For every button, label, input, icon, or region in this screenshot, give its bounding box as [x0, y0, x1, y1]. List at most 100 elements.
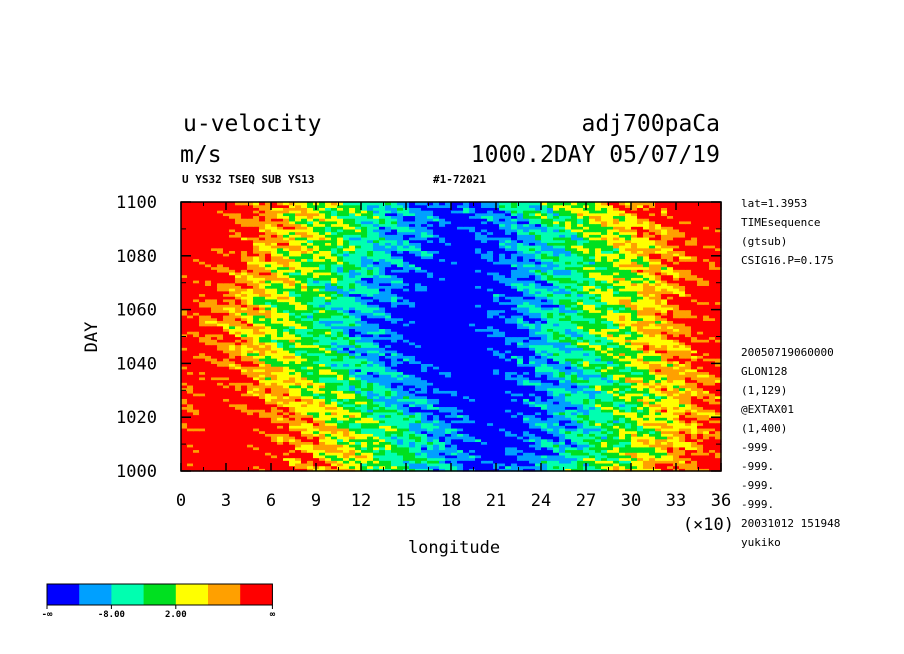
heatmap-cell: [313, 427, 320, 432]
heatmap-cell: [319, 398, 326, 402]
heatmap-cell: [313, 457, 320, 461]
heatmap-cell: [469, 457, 476, 461]
heatmap-cell: [181, 392, 188, 397]
heatmap-cell: [667, 419, 674, 424]
heatmap-cell: [505, 441, 512, 445]
heatmap-cell: [451, 419, 458, 424]
heatmap-cell: [649, 387, 656, 391]
heatmap-cell: [559, 414, 566, 418]
heatmap-cell: [307, 452, 314, 456]
heatmap-cell: [187, 417, 194, 421]
heatmap-cell: [193, 419, 200, 424]
heatmap-cell: [349, 425, 356, 429]
heatmap-cell: [379, 411, 386, 416]
heatmap-cell: [421, 419, 428, 424]
heatmap-cell: [409, 436, 416, 440]
heatmap-cell: [589, 390, 596, 394]
heatmap-cell: [715, 406, 722, 410]
timestamp-title: 1000.2DAY 05/07/19: [471, 142, 720, 168]
heatmap-cell: [427, 462, 434, 467]
heatmap-cell: [301, 414, 308, 418]
heatmap-cell: [433, 462, 440, 467]
heatmap-cell: [391, 436, 398, 440]
heatmap-cell: [691, 427, 698, 432]
heatmap-cell: [319, 392, 326, 397]
heatmap-cell: [397, 460, 404, 464]
heatmap-cell: [535, 452, 542, 456]
heatmap-cell: [259, 395, 266, 399]
heatmap-cell: [451, 422, 458, 426]
heatmap-cell: [313, 374, 320, 378]
heatmap-cell: [517, 425, 524, 429]
heatmap-cell: [295, 384, 302, 389]
heatmap-cell: [709, 395, 716, 399]
heatmap-cell: [199, 441, 206, 445]
heatmap-cell: [541, 401, 548, 405]
heatmap-cell: [313, 419, 320, 424]
heatmap-cell: [301, 465, 308, 469]
heatmap-cell: [451, 460, 458, 464]
heatmap-cell: [331, 414, 338, 418]
heatmap-cell: [457, 419, 464, 424]
heatmap-cell: [589, 446, 596, 451]
heatmap-cell: [379, 430, 386, 434]
heatmap-cell: [349, 444, 356, 448]
heatmap-cell: [601, 419, 608, 424]
heatmap-cell: [295, 460, 302, 464]
heatmap-cell: [505, 401, 512, 405]
heatmap-cell: [337, 384, 344, 389]
heatmap-cell: [199, 384, 206, 389]
heatmap-cell: [613, 376, 620, 381]
heatmap-cell: [661, 384, 668, 389]
heatmap-cell: [553, 430, 560, 434]
heatmap-cell: [595, 401, 602, 405]
heatmap-cell: [403, 395, 410, 399]
heatmap-cell: [253, 411, 260, 416]
heatmap-cell: [325, 379, 332, 383]
heatmap-cell: [553, 433, 560, 437]
heatmap-cell: [433, 444, 440, 448]
heatmap-cell: [193, 454, 200, 459]
heatmap-cell: [559, 422, 566, 426]
heatmap-cell: [193, 444, 200, 448]
heatmap-cell: [361, 411, 368, 416]
heatmap-cell: [253, 460, 260, 464]
heatmap-cell: [313, 438, 320, 443]
heatmap-cell: [325, 406, 332, 410]
heatmap-cell: [193, 433, 200, 437]
heatmap-cell: [565, 427, 572, 432]
heatmap-cell: [619, 460, 626, 464]
heatmap-cell: [451, 446, 458, 451]
heatmap-cell: [529, 417, 536, 421]
heatmap-cell: [559, 462, 566, 467]
heatmap-cell: [217, 436, 224, 440]
heatmap-cell: [337, 395, 344, 399]
heatmap-cell: [481, 462, 488, 467]
heatmap-cell: [235, 430, 242, 434]
heatmap-cell: [349, 438, 356, 443]
heatmap-cell: [337, 387, 344, 391]
heatmap-cell: [667, 417, 674, 421]
heatmap-cell: [253, 409, 260, 413]
heatmap-cell: [607, 398, 614, 402]
heatmap-cell: [283, 468, 290, 472]
heatmap-cell: [541, 382, 548, 386]
heatmap-cell: [643, 438, 650, 443]
heatmap-cell: [577, 454, 584, 459]
heatmap-cell: [367, 433, 374, 437]
heatmap-cell: [433, 376, 440, 381]
heatmap-cell: [337, 411, 344, 416]
heatmap-cell: [211, 468, 218, 472]
heatmap-cell: [661, 382, 668, 386]
heatmap-cell: [265, 460, 272, 464]
heatmap-cell: [475, 465, 482, 469]
heatmap-cell: [571, 452, 578, 456]
heatmap-cell: [625, 457, 632, 461]
heatmap-cell: [385, 376, 392, 381]
heatmap-cell: [181, 422, 188, 426]
heatmap-cell: [595, 462, 602, 467]
heatmap-cell: [583, 379, 590, 383]
heatmap-cell: [619, 430, 626, 434]
heatmap-cell: [703, 422, 710, 426]
heatmap-cell: [277, 395, 284, 399]
